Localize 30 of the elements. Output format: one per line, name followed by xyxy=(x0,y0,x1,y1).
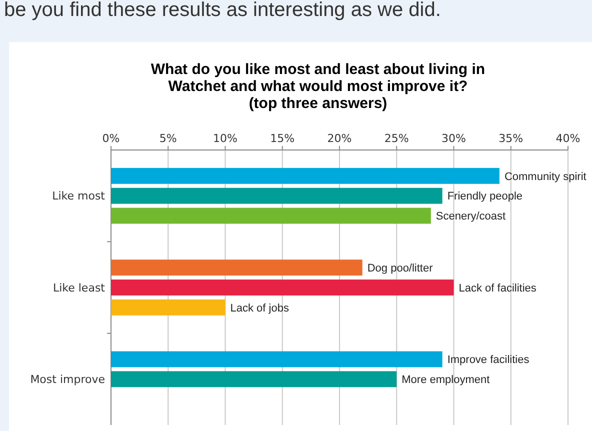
x-tick-label: 40% xyxy=(556,132,580,145)
x-tick-label: 30% xyxy=(442,132,466,145)
text: be you find these results as interesting as we did. xyxy=(4,0,441,21)
bar xyxy=(111,208,431,224)
x-tick-label: 0% xyxy=(102,132,120,145)
y-tick-label: Most improve xyxy=(30,373,106,386)
y-tick-label: Like most xyxy=(52,190,106,203)
x-tick-label: 15% xyxy=(270,132,295,145)
bar xyxy=(111,280,454,296)
x-tick-label: 25% xyxy=(384,132,409,145)
data-label: More employment xyxy=(402,374,490,386)
data-label: Improve facilities xyxy=(447,354,530,366)
x-tick-label: 35% xyxy=(498,132,524,145)
data-label: Lack of facilities xyxy=(458,282,537,294)
data-label: Friendly people xyxy=(447,190,523,203)
bar xyxy=(111,351,442,368)
bar xyxy=(111,371,397,388)
bar xyxy=(111,188,442,204)
data-label: Lack of jobs xyxy=(230,302,290,314)
bar xyxy=(111,260,362,276)
data-label: Scenery/coast xyxy=(436,210,506,223)
chart-title: What do you like most and least about living in Watchet and what would most improve it? (top three answers) xyxy=(150,61,486,112)
x-tick-label: 5% xyxy=(159,132,177,145)
x-tick-label: 20% xyxy=(327,132,352,145)
x-tick-label: 10% xyxy=(213,132,238,145)
data-label: Community spirit xyxy=(504,170,586,183)
bar xyxy=(111,299,226,316)
data-label: Dog poo/litter xyxy=(367,262,434,274)
bar xyxy=(111,168,500,184)
y-tick-label: Like least xyxy=(52,281,106,294)
